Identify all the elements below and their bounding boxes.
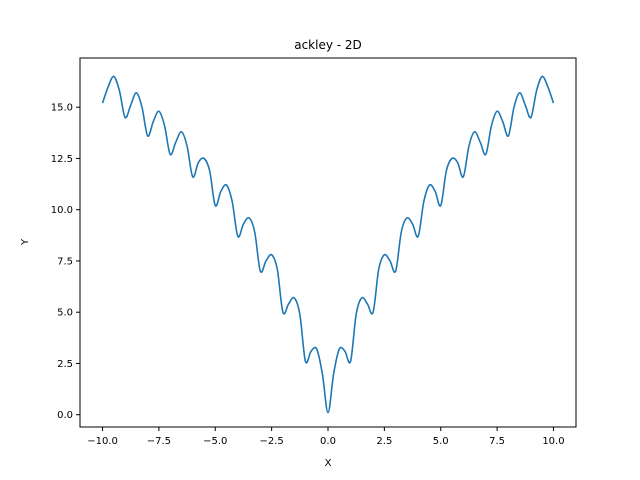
x-tick-label: −10.0 (87, 436, 118, 447)
x-tick-label: −2.5 (259, 436, 283, 447)
chart-title: ackley - 2D (294, 38, 362, 52)
axes-frame (79, 57, 577, 428)
x-tick-label: 10.0 (542, 436, 564, 447)
x-tick-label: 0.0 (320, 436, 336, 447)
x-tick-label: −7.5 (147, 436, 171, 447)
y-tick-label: 10.0 (51, 205, 73, 216)
x-tick-label: 5.0 (433, 436, 449, 447)
y-axis: 0.0 2.5 5.0 7.5 10.0 12.5 15.0 (51, 103, 80, 421)
y-tick-label: 15.0 (51, 103, 73, 114)
x-axis-label: X (325, 458, 332, 469)
x-tick-label: 7.5 (489, 436, 505, 447)
plot-area (79, 57, 577, 428)
y-tick-label: 2.5 (57, 359, 73, 370)
y-tick-label: 12.5 (51, 154, 73, 165)
y-tick-label: 7.5 (57, 256, 73, 267)
y-tick-label: 0.0 (57, 410, 73, 421)
y-axis-label: Y (20, 238, 31, 246)
x-axis: −10.0 −7.5 −5.0 −2.5 0.0 2.5 5.0 7.5 10.0 (87, 427, 565, 447)
series-line (101, 75, 555, 414)
x-tick-label: 2.5 (376, 436, 392, 447)
x-tick-label: −5.0 (203, 436, 227, 447)
y-tick-label: 5.0 (57, 308, 73, 319)
